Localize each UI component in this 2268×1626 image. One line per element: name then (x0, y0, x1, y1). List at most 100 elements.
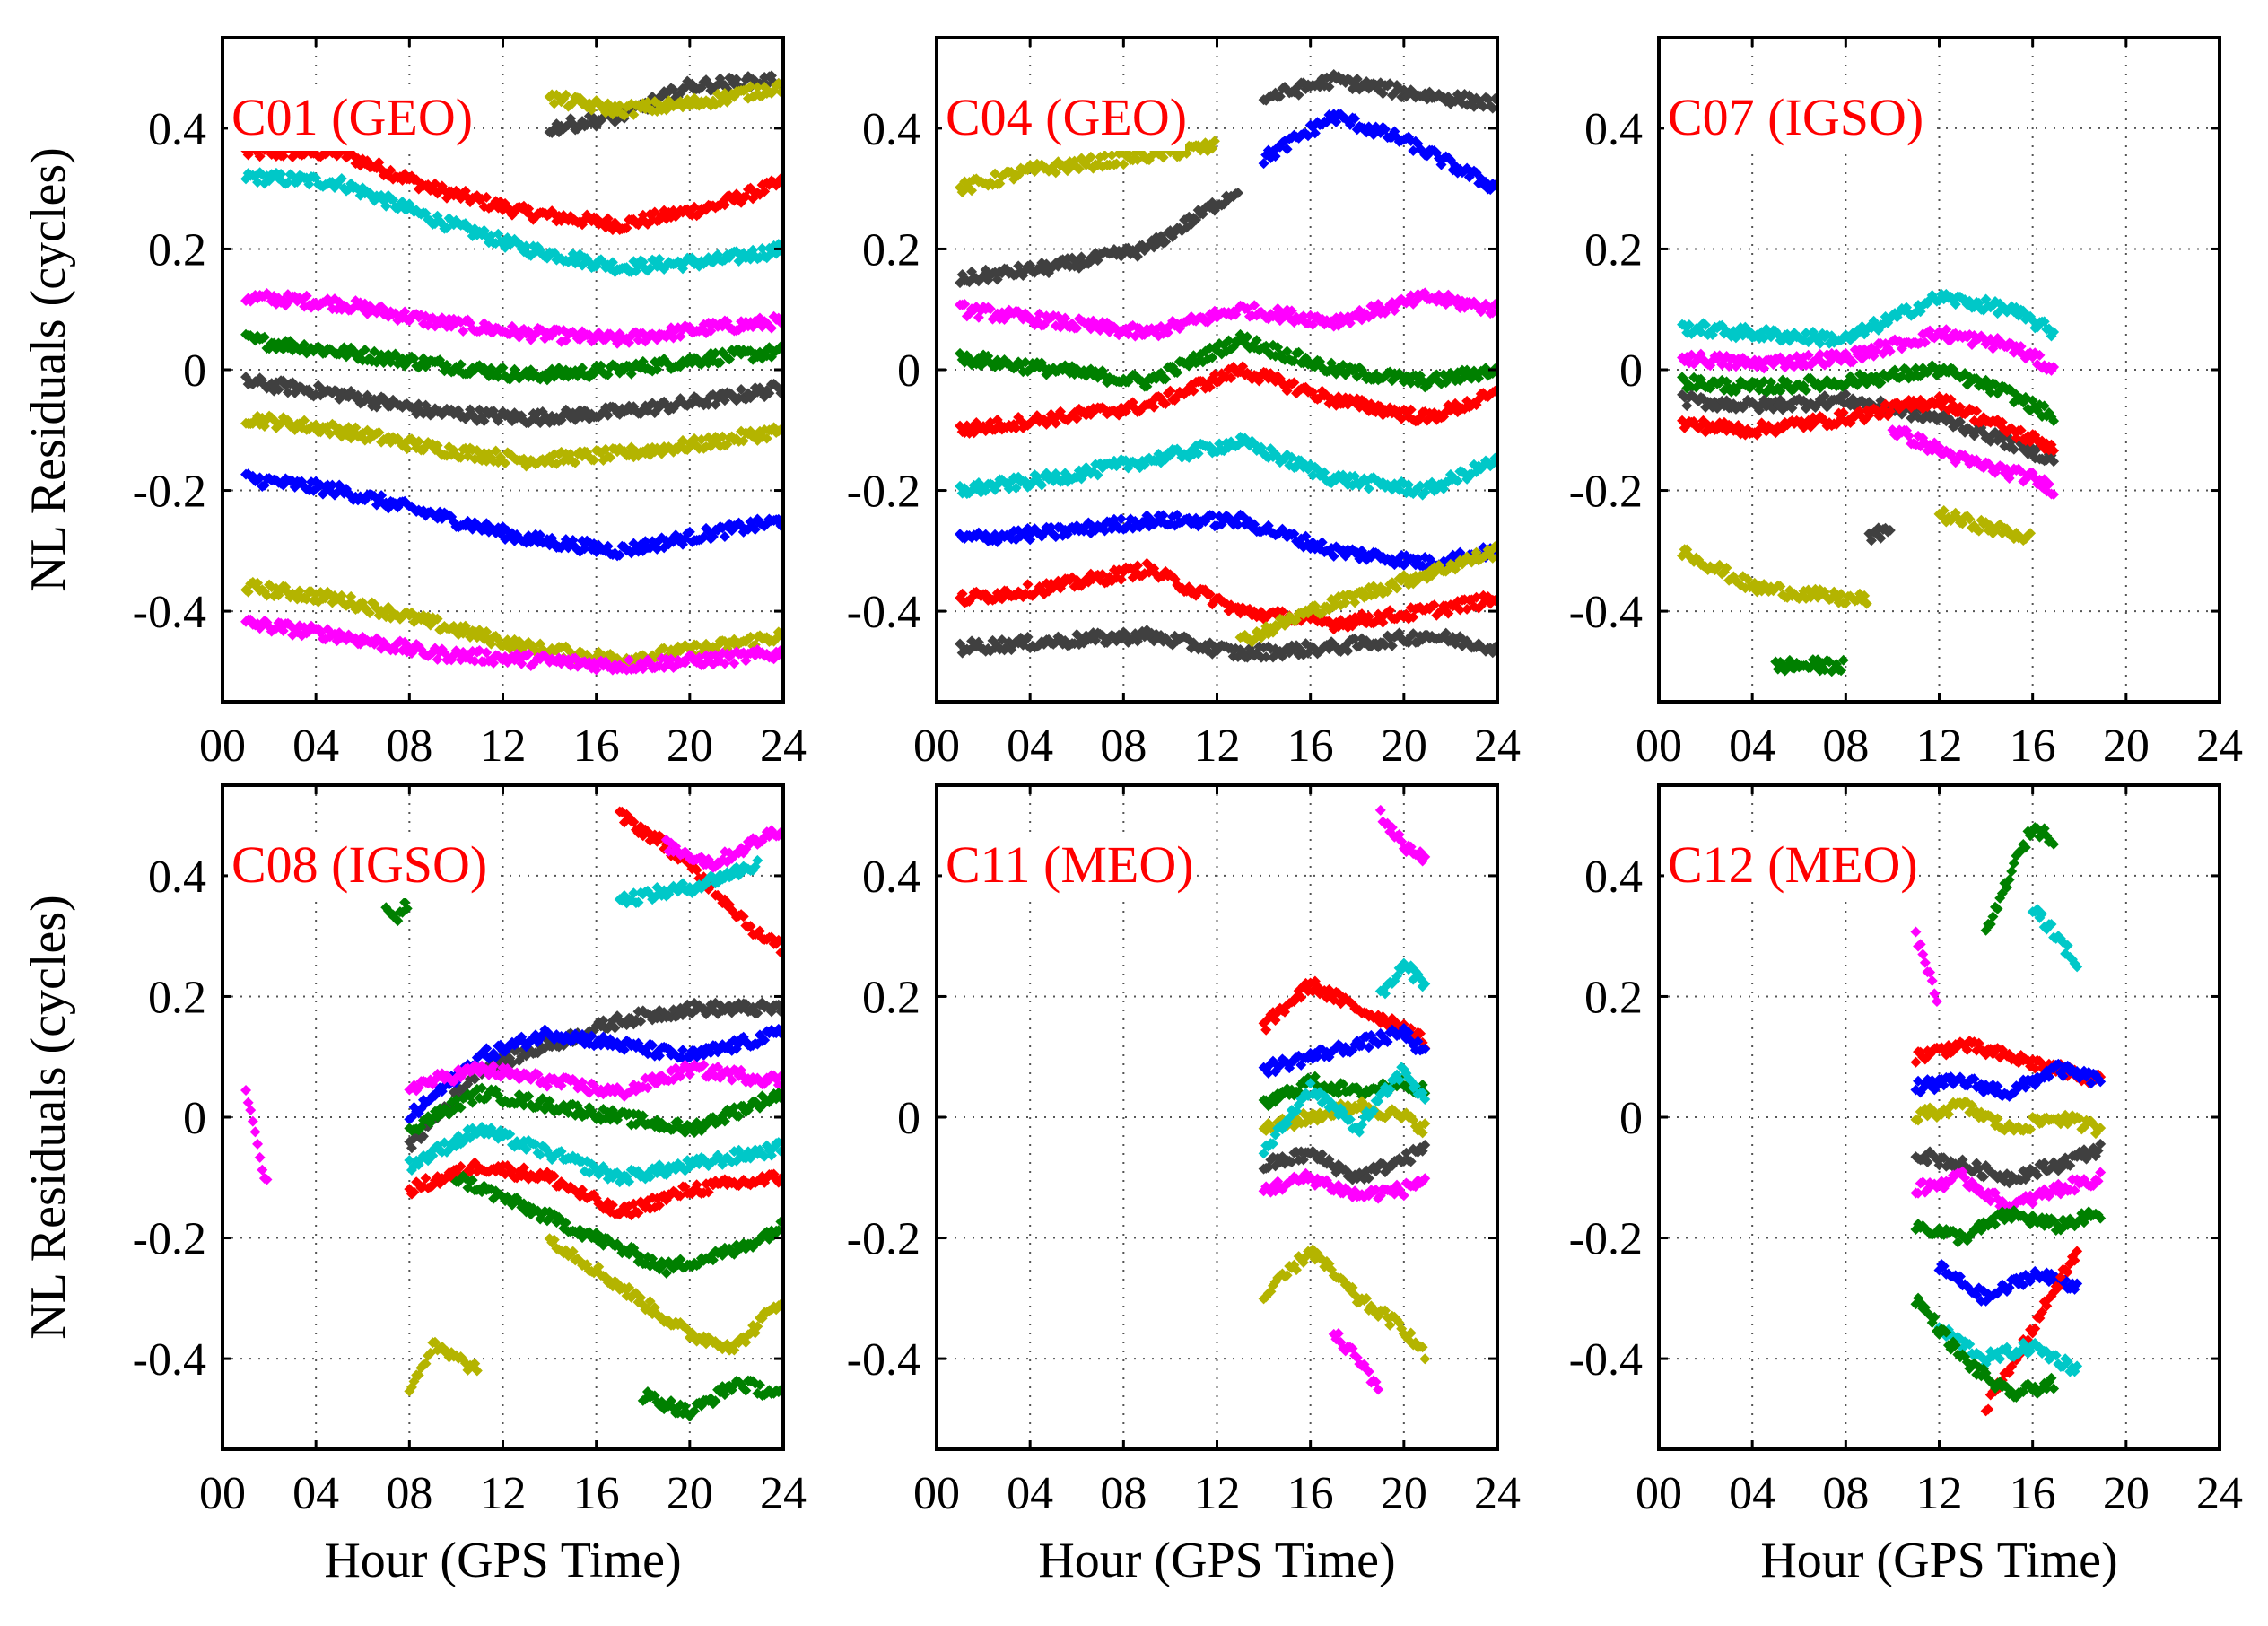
panel-2: 00 04 08 12 16 20 24-0.4-0.200.20.4 C04 (GEO) (847, 36, 1521, 772)
data-point (714, 357, 726, 369)
x-tick-label: 04 (1007, 721, 1053, 772)
data-point (1192, 448, 1204, 459)
data-point (1875, 377, 1887, 389)
x-tick-label: 12 (1194, 721, 1241, 772)
x-tick-label: 00 (199, 721, 246, 772)
data-point (1249, 300, 1260, 311)
data-point (1157, 510, 1169, 521)
data-point (469, 655, 481, 667)
series-amb-11 (544, 78, 783, 121)
data-point (1157, 152, 1169, 163)
data-point (1801, 384, 1812, 396)
data-point (497, 362, 509, 373)
data-point (736, 384, 747, 396)
data-point (1281, 449, 1293, 460)
data-point (336, 173, 347, 185)
data-point (1242, 331, 1253, 343)
data-point (761, 433, 772, 444)
data-point (1085, 151, 1096, 162)
data-point (1288, 377, 1300, 389)
x-tick-label: 12 (480, 721, 527, 772)
panel-title-group: C04 (GEO) (942, 84, 1187, 151)
data-point (1489, 179, 1497, 191)
data-point (376, 490, 388, 502)
data-point (1165, 385, 1176, 397)
data-point (1071, 413, 1083, 424)
series-amb-4 (1258, 69, 1497, 114)
series-amb-2 (955, 188, 1243, 289)
data-point (1022, 579, 1034, 590)
data-point (602, 540, 614, 552)
data-point (520, 240, 532, 252)
data-point (380, 200, 392, 212)
data-point (455, 359, 467, 371)
data-point (719, 658, 730, 669)
data-point (956, 588, 968, 599)
ticks: 00 04 08 12 16 20 24-0.4-0.200.20.4 (133, 38, 807, 772)
data-point (490, 445, 502, 457)
data-point (458, 326, 469, 337)
data-point (1131, 560, 1143, 572)
data-point (558, 455, 570, 467)
data-point (242, 586, 254, 598)
data-point (336, 590, 347, 601)
data-point (1363, 483, 1374, 494)
data-point (478, 415, 490, 427)
data-point (659, 643, 670, 654)
data-point (717, 431, 728, 442)
data-point (628, 109, 640, 120)
data-point (653, 253, 665, 265)
data-point (1487, 552, 1497, 564)
data-point (254, 472, 266, 484)
data-point (737, 435, 749, 447)
data-point (1489, 541, 1497, 553)
data-point (1316, 537, 1328, 548)
data-point (1019, 356, 1031, 368)
data-point (1319, 467, 1330, 478)
y-tick-label: 0.4 (862, 104, 920, 155)
series-amb-11 (955, 625, 1497, 663)
data-point (1260, 651, 1272, 663)
data-point (1323, 81, 1335, 92)
data-point (1293, 346, 1304, 358)
data-point (745, 81, 756, 92)
data-point (1099, 150, 1111, 162)
data-point (560, 89, 571, 101)
data-point (523, 648, 535, 660)
data-point (745, 631, 756, 643)
data-point (1452, 476, 1463, 487)
data-point (1884, 345, 1896, 357)
data-point (1440, 627, 1452, 639)
series-amb-1 (1677, 288, 2060, 349)
series-amb-1 (955, 136, 1220, 198)
data-point (1349, 113, 1361, 125)
data-point (614, 100, 625, 111)
data-point (516, 658, 528, 669)
y-tick-label: 0 (897, 345, 920, 397)
data-point (1478, 101, 1489, 112)
data-markers (955, 69, 1497, 663)
data-point (1775, 385, 1786, 397)
series-amb-6 (240, 410, 783, 472)
data-point (493, 457, 504, 468)
data-point (1766, 377, 1776, 389)
series-amb-10 (955, 557, 1497, 635)
data-point (401, 443, 413, 455)
data-point (1115, 573, 1127, 585)
panel-title-group: C01 (GEO) (228, 84, 473, 151)
data-point (1022, 631, 1034, 643)
data-point (1415, 480, 1426, 492)
y-tick-label: -0.4 (847, 587, 920, 638)
data-point (1269, 151, 1281, 162)
y-tick-label: 0 (183, 345, 206, 397)
data-point (1050, 531, 1061, 543)
data-point (1131, 250, 1143, 262)
y-axis-label: NL Residuals (cycles) (21, 147, 76, 592)
data-point (1386, 640, 1398, 651)
series-amb-3 (1677, 360, 2060, 427)
data-point (1286, 305, 1297, 317)
data-point (261, 590, 273, 601)
data-point (1138, 459, 1150, 470)
data-point (775, 644, 783, 656)
